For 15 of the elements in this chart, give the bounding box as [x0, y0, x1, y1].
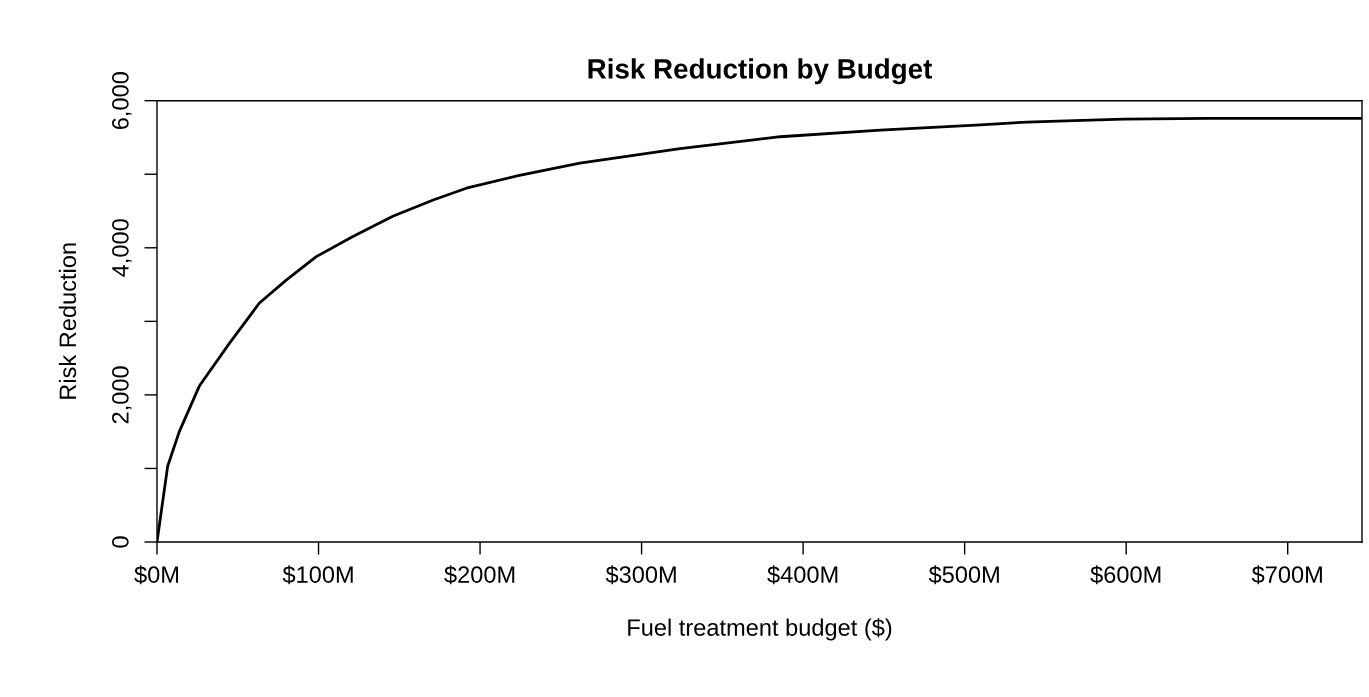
- chart-title: Risk Reduction by Budget: [588, 58, 933, 85]
- x-tick-label: $0M: [134, 565, 179, 585]
- x-tick-label: $600M: [1090, 565, 1161, 585]
- x-tick-label: $100M: [282, 565, 353, 585]
- x-tick-label: $500M: [928, 565, 999, 585]
- y-tick-label: 2,000: [112, 366, 132, 424]
- y-tick-label: 6,000: [112, 72, 132, 130]
- y-axis-title: Risk Reduction: [58, 243, 77, 399]
- y-tick-label: 0: [112, 536, 129, 548]
- x-tick-label: $700M: [1251, 565, 1322, 585]
- y-tick-label: 4,000: [112, 219, 132, 277]
- x-tick-label: $300M: [605, 565, 676, 585]
- x-tick-label: $200M: [444, 565, 515, 585]
- x-axis-title: Fuel treatment budget ($): [628, 618, 892, 641]
- x-tick-label: $400M: [767, 565, 838, 585]
